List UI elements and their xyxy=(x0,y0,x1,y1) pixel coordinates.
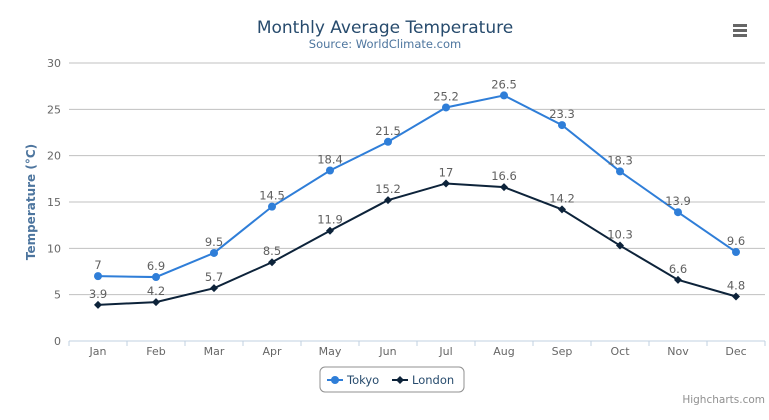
x-tick-label: Jul xyxy=(438,345,452,358)
x-tick-label: May xyxy=(319,345,342,358)
x-tick-label: Nov xyxy=(667,345,689,358)
data-point-tokyo xyxy=(674,208,682,217)
x-tick-label: Mar xyxy=(204,345,225,358)
data-label-tokyo: 9.6 xyxy=(727,234,745,248)
hamburger-menu-icon[interactable] xyxy=(732,22,748,38)
credits-link[interactable]: Highcharts.com xyxy=(682,394,765,406)
legend-item-tokyo[interactable]: Tokyo xyxy=(327,373,379,387)
data-point-london xyxy=(732,292,740,301)
x-tick-label: Jun xyxy=(378,345,396,358)
data-point-tokyo xyxy=(616,167,624,176)
data-point-london xyxy=(674,275,682,284)
data-point-tokyo xyxy=(558,121,566,130)
data-label-london: 14.2 xyxy=(549,191,575,205)
legend-label-tokyo: Tokyo xyxy=(346,373,379,387)
x-tick-label: Sep xyxy=(552,345,573,358)
y-axis-title: Temperature (°C) xyxy=(24,144,38,260)
data-point-tokyo xyxy=(94,272,102,281)
data-point-tokyo xyxy=(152,273,160,282)
data-label-tokyo: 9.5 xyxy=(205,235,223,249)
data-label-tokyo: 21.5 xyxy=(375,124,401,138)
data-label-london: 16.6 xyxy=(491,169,517,183)
y-tick-label: 20 xyxy=(47,150,61,163)
data-label-tokyo: 18.4 xyxy=(317,152,343,166)
data-point-london xyxy=(210,284,218,293)
legend-label-london: London xyxy=(412,373,454,387)
data-label-tokyo: 13.9 xyxy=(665,194,691,208)
series-line-london xyxy=(97,182,737,306)
data-point-tokyo xyxy=(210,248,218,257)
x-tick-label: Feb xyxy=(146,345,165,358)
y-tick-label: 15 xyxy=(47,196,61,209)
y-tick-label: 10 xyxy=(47,242,61,255)
x-tick-label: Jan xyxy=(89,345,107,358)
y-tick-label: 30 xyxy=(47,57,61,70)
data-point-london xyxy=(558,205,566,214)
data-point-tokyo xyxy=(326,166,334,175)
data-label-tokyo: 14.5 xyxy=(259,189,285,203)
data-label-london: 3.9 xyxy=(89,287,107,301)
data-point-tokyo xyxy=(268,202,276,211)
data-point-london xyxy=(442,179,450,188)
data-point-tokyo xyxy=(500,91,508,100)
chart-subtitle: Source: WorldClimate.com xyxy=(309,37,461,51)
data-label-tokyo: 18.3 xyxy=(607,153,633,167)
data-point-london xyxy=(500,183,508,192)
x-tick-label: Dec xyxy=(725,345,746,358)
data-point-london xyxy=(326,226,334,235)
data-label-tokyo: 23.3 xyxy=(549,107,575,121)
legend: Tokyo London xyxy=(319,366,465,393)
data-label-london: 17 xyxy=(439,165,454,179)
data-point-london xyxy=(268,258,276,267)
data-point-tokyo xyxy=(442,103,450,112)
legend-item-london[interactable]: London xyxy=(392,373,454,387)
data-label-london: 11.9 xyxy=(317,213,343,227)
data-point-tokyo xyxy=(732,248,740,257)
data-label-tokyo: 26.5 xyxy=(491,77,517,91)
y-tick-label: 0 xyxy=(54,335,61,348)
data-point-tokyo xyxy=(384,137,392,146)
data-label-tokyo: 25.2 xyxy=(433,89,459,103)
data-label-london: 6.6 xyxy=(669,262,687,276)
data-point-london xyxy=(616,241,624,250)
data-label-london: 5.7 xyxy=(205,270,223,284)
data-label-london: 4.2 xyxy=(147,284,165,298)
data-label-london: 15.2 xyxy=(375,182,401,196)
x-tick-label: Oct xyxy=(610,345,630,358)
data-point-london xyxy=(152,298,160,307)
data-label-london: 8.5 xyxy=(263,244,281,258)
chart-title: Monthly Average Temperature xyxy=(257,18,513,38)
data-point-london xyxy=(94,300,102,309)
y-tick-label: 25 xyxy=(47,103,61,116)
data-label-tokyo: 6.9 xyxy=(147,259,165,273)
y-tick-label: 5 xyxy=(54,289,61,302)
data-point-london xyxy=(384,196,392,205)
x-tick-label: Aug xyxy=(493,345,514,358)
x-tick-label: Apr xyxy=(262,345,282,358)
data-label-london: 4.8 xyxy=(727,279,745,293)
series-line-tokyo xyxy=(97,94,737,279)
data-label-london: 10.3 xyxy=(607,228,633,242)
data-label-tokyo: 7 xyxy=(94,258,101,272)
